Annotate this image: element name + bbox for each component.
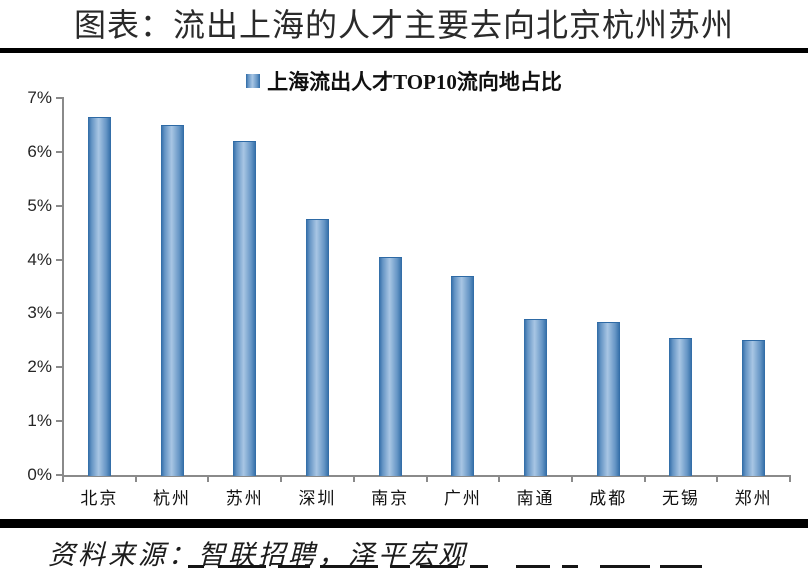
y-tick-label: 5% xyxy=(27,195,52,215)
legend-label: 上海流出人才TOP10流向地占比 xyxy=(267,70,562,94)
cutoff-text-fragment xyxy=(420,565,458,568)
x-tick xyxy=(570,476,573,482)
cutoff-text-fragment xyxy=(600,565,650,568)
y-tick xyxy=(56,150,63,153)
bar xyxy=(378,256,402,476)
y-tick-label: 1% xyxy=(27,411,52,431)
y-tick-label: 6% xyxy=(27,141,52,161)
x-tick xyxy=(643,476,646,482)
cutoff-text-fragment xyxy=(660,565,702,568)
y-tick xyxy=(56,312,63,315)
y-tick xyxy=(56,258,63,261)
cutoff-text-fragment xyxy=(470,565,488,568)
cutoff-text-fragment xyxy=(516,565,550,568)
x-tick xyxy=(789,476,791,482)
bar xyxy=(160,124,184,476)
x-tick xyxy=(425,476,428,482)
cutoff-text-fragment xyxy=(278,565,310,568)
page-title: 图表：流出上海的人才主要去向北京杭州苏州 xyxy=(73,7,734,43)
x-tick xyxy=(134,476,137,482)
y-tick xyxy=(56,420,63,423)
legend-square-marker-icon xyxy=(246,74,261,88)
y-tick xyxy=(56,474,63,476)
bar xyxy=(524,318,548,476)
category-label: 无锡 xyxy=(661,489,700,508)
x-tick xyxy=(352,476,355,482)
bar xyxy=(742,340,766,476)
y-tick-label: 2% xyxy=(27,357,52,377)
y-tick-label: 3% xyxy=(27,303,52,323)
y-tick-label: 0% xyxy=(27,465,52,484)
category-label: 成都 xyxy=(589,489,628,508)
cutoff-text-fragment xyxy=(320,565,378,568)
category-label: 杭州 xyxy=(153,489,192,508)
bar xyxy=(87,116,111,476)
x-tick xyxy=(716,476,719,482)
category-label: 广州 xyxy=(443,489,482,508)
bar xyxy=(305,219,329,476)
bar xyxy=(596,321,620,476)
cutoff-text-fragment xyxy=(390,565,410,568)
cutoff-text-fragment xyxy=(188,565,204,568)
category-label: 苏州 xyxy=(225,489,264,508)
bar xyxy=(233,141,257,476)
top-divider xyxy=(0,48,808,53)
y-tick xyxy=(56,204,63,207)
y-tick-label: 7% xyxy=(27,88,52,107)
bar xyxy=(451,275,475,476)
x-tick xyxy=(207,476,210,482)
cutoff-text-fragment xyxy=(562,565,578,568)
category-label: 北京 xyxy=(80,489,119,508)
y-tick xyxy=(56,366,63,369)
x-tick xyxy=(280,476,283,482)
y-tick xyxy=(56,97,63,99)
category-label: 南京 xyxy=(371,489,410,508)
y-axis-line xyxy=(62,97,64,476)
category-label: 郑州 xyxy=(734,489,773,508)
cutoff-text-fragment xyxy=(218,565,266,568)
x-tick xyxy=(498,476,501,482)
category-label: 南通 xyxy=(516,489,555,508)
y-tick-label: 4% xyxy=(27,249,52,269)
category-label: 深圳 xyxy=(298,489,337,508)
bottom-divider xyxy=(0,519,808,528)
x-tick xyxy=(62,476,64,482)
legend: 上海流出人才TOP10流向地占比 xyxy=(0,66,808,96)
bar xyxy=(669,337,693,476)
